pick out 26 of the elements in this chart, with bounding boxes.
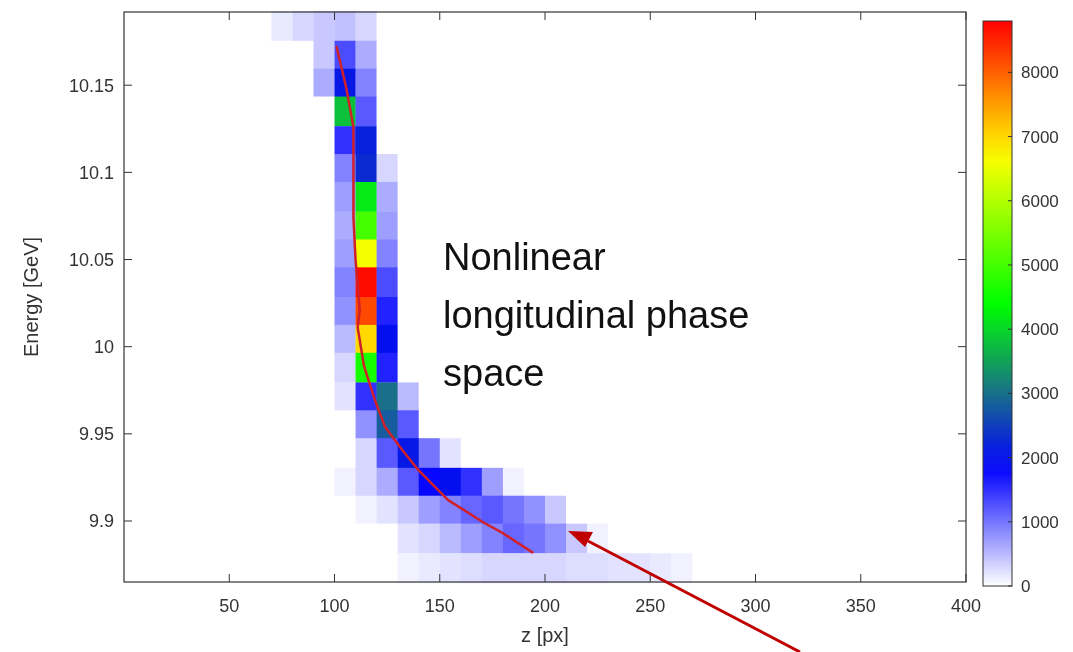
color-bar-label: 8000 (1021, 63, 1059, 83)
x-tick-label: 150 (424, 596, 455, 616)
x-tick-label: 300 (740, 596, 771, 616)
color-bar-label: 4000 (1021, 320, 1059, 340)
color-bar-label: 2000 (1021, 448, 1059, 468)
x-tick-label: 400 (950, 596, 982, 616)
color-bar-label: 6000 (1021, 191, 1059, 211)
y-axis-title: Energy [GeV] (20, 236, 42, 358)
x-tick-label: 100 (319, 596, 350, 616)
x-tick-label: 250 (635, 596, 666, 616)
x-tick-label: 50 (219, 596, 240, 616)
color-bar-label: 7000 (1021, 127, 1059, 147)
color-bar-label: 0 (1021, 576, 1031, 596)
color-bar-label: 1000 (1021, 512, 1059, 532)
y-tick-label: 9.95 (78, 424, 114, 445)
y-tick-label: 10.15 (68, 75, 114, 96)
x-axis-title: z [px] (521, 624, 569, 646)
x-tick-label: 350 (845, 596, 876, 616)
y-tick-label: 10.1 (78, 162, 114, 183)
y-tick-label: 9.9 (88, 511, 114, 532)
y-tick-label: 10.05 (68, 249, 114, 270)
color-bar-label: 5000 (1021, 255, 1059, 275)
y-tick-label: 10 (93, 336, 114, 357)
x-tick-label: 200 (529, 596, 561, 616)
annotation: Nonlinear longitudinal phase space (443, 236, 750, 394)
color-bar-label: 3000 (1021, 384, 1059, 404)
